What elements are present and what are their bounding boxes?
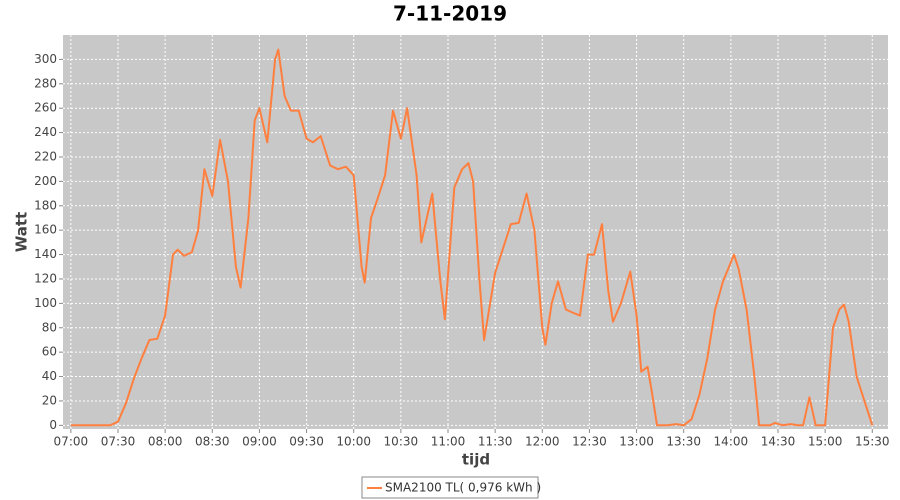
- chart-title: 7-11-2019: [393, 2, 507, 26]
- y-tick-label: 20: [42, 393, 57, 407]
- x-tick-label: 12:30: [572, 435, 607, 449]
- x-tick-label: 09:00: [242, 435, 277, 449]
- x-tick-label: 09:30: [289, 435, 324, 449]
- y-tick-label: 60: [42, 345, 57, 359]
- y-tick-label: 140: [34, 247, 57, 261]
- x-tick-label: 07:00: [54, 435, 89, 449]
- y-tick-label: 160: [34, 223, 57, 237]
- y-tick-label: 40: [42, 369, 57, 383]
- x-tick-label: 13:30: [666, 435, 701, 449]
- x-axis-label: tijd: [462, 451, 490, 469]
- x-tick-label: 14:00: [714, 435, 749, 449]
- y-tick-label: 280: [34, 76, 57, 90]
- x-tick-label: 14:30: [761, 435, 796, 449]
- y-axis-label: Watt: [13, 212, 31, 252]
- x-tick-label: 15:00: [808, 435, 843, 449]
- x-tick-label: 11:00: [431, 435, 466, 449]
- x-tick-label: 07:30: [101, 435, 136, 449]
- y-tick-label: 100: [34, 296, 57, 310]
- y-tick-label: 300: [34, 52, 57, 66]
- x-tick-label: 08:30: [195, 435, 230, 449]
- x-tick-label: 11:30: [478, 435, 513, 449]
- y-tick-label: 240: [34, 125, 57, 139]
- x-tick-label: 10:00: [336, 435, 371, 449]
- y-tick-label: 220: [34, 149, 57, 163]
- y-tick-label: 180: [34, 198, 57, 212]
- y-tick-label: 260: [34, 101, 57, 115]
- x-tick-label: 12:00: [525, 435, 560, 449]
- legend-label: SMA2100 TL( 0,976 kWh ): [385, 481, 541, 495]
- x-tick-label: 08:00: [148, 435, 183, 449]
- legend: [361, 476, 539, 499]
- y-tick-label: 200: [34, 174, 57, 188]
- y-tick-label: 0: [49, 418, 57, 432]
- x-tick-label: 13:00: [619, 435, 654, 449]
- x-tick-label: 15:30: [855, 435, 890, 449]
- data-line: [70, 48, 874, 427]
- y-tick-label: 120: [34, 271, 57, 285]
- y-tick-label: 80: [42, 320, 57, 334]
- x-tick-label: 10:30: [384, 435, 419, 449]
